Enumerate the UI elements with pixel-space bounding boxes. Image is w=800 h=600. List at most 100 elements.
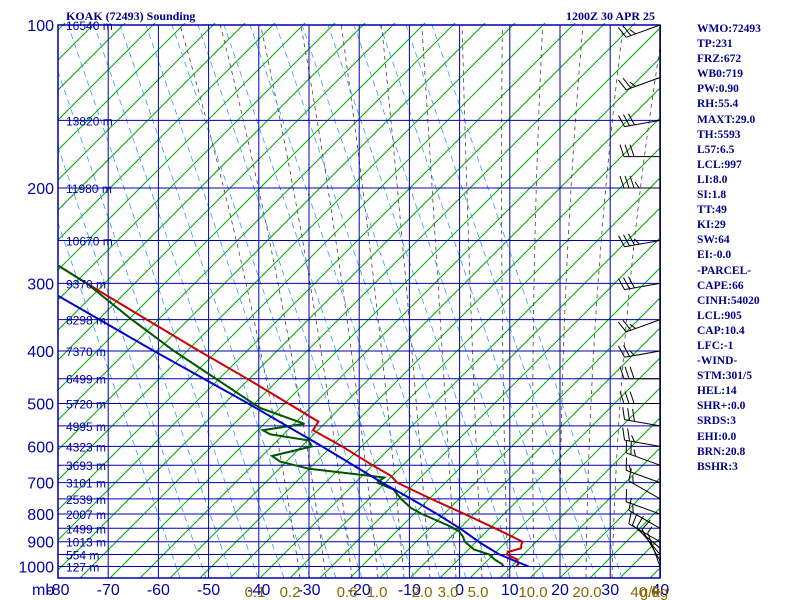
index-line: RH:55.4: [697, 98, 739, 111]
temperature-tick-label: -50: [197, 582, 220, 599]
dry-adiabat-line: [169, 87, 660, 578]
pressure-tick-label: 300: [27, 276, 54, 293]
dry-adiabat-line: [259, 177, 660, 578]
dry-adiabat-line: [469, 387, 660, 578]
wind-barb-flag: [624, 144, 630, 157]
mixing-ratio-label: 0.6: [337, 584, 358, 600]
index-line: STM:301/5: [697, 370, 752, 383]
height-label: 2539 m: [66, 493, 106, 507]
dry-adiabat-line: [289, 207, 660, 578]
pressure-tick-label: 400: [27, 344, 54, 361]
wind-barb: [626, 24, 661, 38]
wind-barb-flag: [628, 276, 635, 289]
wind-barb-flag: [624, 175, 630, 189]
index-line: HEL:14: [697, 385, 737, 398]
dry-adiabat-line: [379, 297, 660, 578]
wind-barb-flag: [628, 464, 632, 473]
wind-barb-flag: [617, 79, 627, 91]
mixing-ratio-label: 0.1: [245, 584, 266, 600]
wind-barb: [624, 282, 661, 291]
wind-barb-flag: [622, 427, 626, 441]
dry-adiabat-line: [58, 23, 606, 571]
mixing-ratio-label: 1.0: [367, 584, 388, 600]
height-label: 11980 m: [66, 182, 112, 196]
wind-barb-flag: [629, 391, 635, 404]
wind-barb-flag: [647, 526, 653, 533]
dry-adiabat-line: [58, 23, 276, 241]
dry-adiabat-line: [58, 23, 456, 421]
index-line: LI:8.0: [697, 173, 728, 186]
wind-barb: [624, 350, 661, 358]
dry-adiabat-line: [58, 23, 516, 481]
index-line: MAXT:29.0: [697, 113, 756, 126]
pressure-tick-label: 900: [27, 535, 54, 552]
index-line: SW:64: [697, 234, 730, 247]
temperature-tick-label: -70: [97, 582, 120, 599]
moist-adiabat-line: [300, 24, 379, 578]
height-label: 7370 m: [66, 345, 106, 359]
index-line: LCL:997: [697, 158, 742, 171]
mixing-ratio-label: 2.0: [412, 584, 433, 600]
wind-barb: [626, 501, 661, 515]
mixing-ratio-lines: [58, 24, 623, 578]
wind-barb-flag: [629, 349, 635, 356]
mixing-ratio-line: [379, 24, 571, 578]
wind-barb-flag: [628, 113, 635, 126]
wind-barb-flag: [627, 407, 631, 421]
wind-barb-flag: [624, 366, 630, 379]
grid: [57, 24, 661, 579]
dry-adiabat-line: [229, 147, 660, 578]
height-label: 13820 m: [66, 114, 113, 128]
height-label: 1013 m: [66, 536, 106, 550]
mixing-ratio-label: 10.0: [518, 584, 547, 600]
pressure-tick-label: 1000: [18, 560, 54, 577]
temperature-tick-label: 20: [551, 582, 569, 599]
wind-barb-flag: [622, 77, 632, 89]
sounding-profiles: [58, 264, 529, 568]
height-label: 8298 m: [66, 314, 106, 328]
wind-barb-flag: [618, 278, 625, 290]
dry-adiabat-line: [499, 417, 660, 578]
wind-barb-flag: [629, 81, 636, 87]
index-line: BSHR:3: [697, 460, 738, 473]
index-line: PW:0.90: [697, 83, 739, 96]
pressure-unit-label: mb: [32, 582, 54, 599]
dry-adiabat-line: [439, 357, 660, 578]
height-label: 3693 m: [66, 459, 106, 473]
mixing-ratio-line: [58, 146, 207, 578]
index-line: LFC:-1: [697, 339, 734, 352]
wind-barb-flag: [629, 323, 636, 329]
mixing-ratio-line: [93, 24, 285, 578]
chart-time: 1200Z 30 APR 25: [566, 9, 655, 23]
mixing-ratio-label: 40.0: [630, 584, 659, 600]
wind-barb-flag: [622, 319, 632, 331]
wind-barb: [624, 419, 661, 427]
height-label: 5720 m: [66, 398, 106, 412]
wind-barb-flag: [628, 497, 632, 511]
wind-barb-flag: [629, 144, 635, 157]
mixing-ratio-label: 20.0: [572, 584, 601, 600]
wind-barb: [626, 469, 661, 484]
wind-barb-flag: [617, 27, 627, 38]
index-line: BRN:20.8: [697, 445, 746, 458]
dry-adiabat-line: [58, 23, 486, 451]
index-line: SI:1.8: [697, 189, 727, 202]
pressure-tick-label: 800: [27, 507, 54, 524]
wind-barb-flag: [627, 428, 631, 442]
mixing-ratio-line: [353, 24, 545, 578]
wind-barb: [628, 509, 661, 529]
dry-adiabat-line: [58, 23, 306, 271]
mixing-ratio-label: 0.2: [280, 584, 301, 600]
mixing-ratio-line: [58, 221, 181, 578]
wind-barb-flag: [619, 175, 625, 189]
temperature-tick-label: 40: [652, 582, 670, 599]
wind-barb-flag: [619, 366, 625, 379]
wind-barb: [624, 240, 661, 248]
chart-title: KOAK (72493) Sounding: [66, 9, 195, 23]
wind-barb-flag: [633, 449, 637, 457]
dewpoint-profile: [58, 264, 505, 567]
wind-barb-flag: [629, 29, 636, 35]
wind-barb-flag: [634, 238, 640, 245]
indices-panel: WMO:72493 TP:231 FRZ:672 WB0:719 PW:0.90 RH:5…: [697, 22, 800, 475]
mixing-ratio-line: [301, 24, 493, 578]
